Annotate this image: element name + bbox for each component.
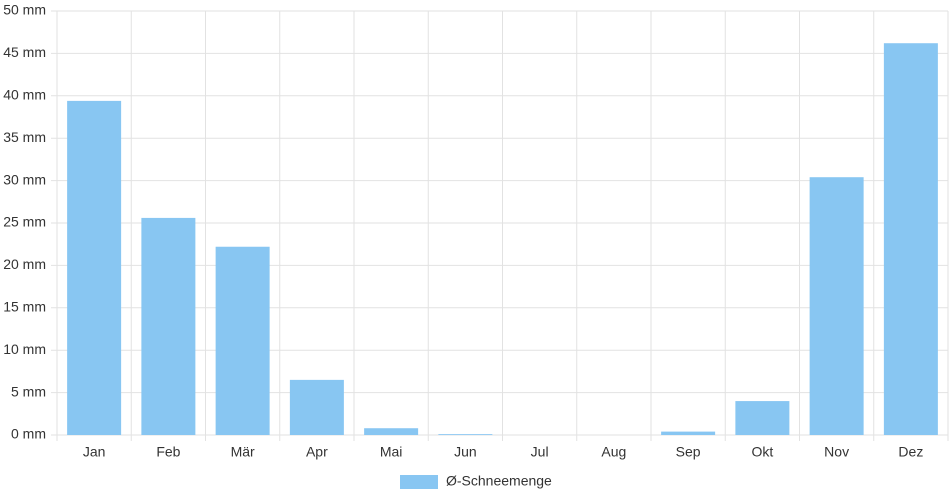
bar: [289, 379, 344, 435]
y-tick-label: 5 mm: [11, 383, 46, 399]
y-tick-label: 45 mm: [3, 44, 46, 60]
bar: [67, 100, 122, 435]
x-tick-label: Apr: [306, 444, 328, 460]
x-tick-label: Okt: [751, 444, 773, 460]
y-tick-label: 25 mm: [3, 214, 46, 230]
y-tick-label: 20 mm: [3, 256, 46, 272]
bar: [141, 217, 196, 435]
x-tick-label: Sep: [676, 444, 701, 460]
bar: [809, 177, 864, 435]
x-tick-label: Feb: [156, 444, 180, 460]
legend-label: Ø-Schneemenge: [446, 473, 552, 489]
y-tick-label: 35 mm: [3, 129, 46, 145]
bar: [883, 43, 938, 435]
y-tick-label: 40 mm: [3, 87, 46, 103]
legend-swatch: [400, 475, 438, 489]
bar: [215, 246, 270, 435]
y-tick-label: 30 mm: [3, 171, 46, 187]
x-tick-label: Mai: [380, 444, 403, 460]
x-tick-label: Jun: [454, 444, 477, 460]
x-tick-label: Mär: [231, 444, 255, 460]
x-tick-label: Jul: [531, 444, 549, 460]
y-tick-label: 0 mm: [11, 426, 46, 442]
bar: [661, 431, 716, 435]
y-tick-label: 50 mm: [3, 2, 46, 18]
y-tick-label: 10 mm: [3, 341, 46, 357]
bar: [364, 428, 419, 435]
x-tick-label: Aug: [601, 444, 626, 460]
y-tick-label: 15 mm: [3, 299, 46, 315]
bar: [735, 401, 790, 435]
bar: [438, 434, 493, 435]
x-tick-label: Dez: [898, 444, 923, 460]
x-tick-label: Nov: [824, 444, 849, 460]
x-tick-label: Jan: [83, 444, 106, 460]
